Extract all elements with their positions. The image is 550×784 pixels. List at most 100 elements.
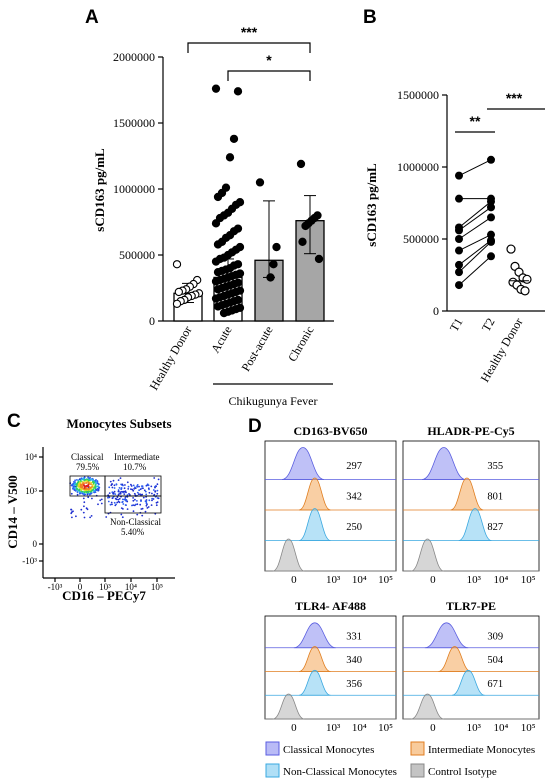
panel-c-event-dot [115, 503, 117, 506]
panel-c-event-dot [141, 514, 144, 517]
panel-a-y-tick-label: 0 [149, 314, 155, 328]
panel-c-event-dot [132, 504, 135, 506]
histogram-title: CD163-BV650 [294, 424, 368, 438]
panel-c-event-dot [136, 485, 138, 487]
panel-letter-d: D [248, 416, 262, 437]
histogram-curve [298, 477, 331, 511]
panel-c-event-dot [133, 486, 136, 489]
panel-b-point-t2 [487, 237, 495, 246]
panel-c-event-dot [128, 493, 130, 495]
panel-c-event-dot [73, 481, 75, 483]
gate-intermediate-name: Intermediate [114, 452, 159, 462]
panel-c-event-dot [74, 479, 76, 482]
panel-c-event-dot [84, 478, 87, 481]
panel-c-event-dot [94, 479, 97, 482]
panel-c-event-dot [107, 500, 110, 503]
panel-b-y-tick-label: 0 [433, 304, 439, 318]
panel-b-y-label: sCD163 pg/mL [364, 163, 379, 247]
panel-c-event-dot [136, 500, 138, 502]
panel-c-event-dot [156, 501, 159, 504]
panel-c-event-dot [91, 489, 93, 492]
histogram-x-tick-label: 10⁴ [352, 722, 367, 734]
panel-c-event-dot [87, 496, 90, 499]
panel-a-point [211, 294, 221, 303]
panel-c-event-dot [84, 488, 86, 491]
panel-c-x-label: CD16 – PECy7 [62, 588, 146, 603]
panel-c-event-dot [85, 481, 87, 484]
panel-c-event-dot [107, 494, 110, 496]
panel-c-event-dot [154, 490, 157, 492]
panel-c-event-dot [94, 485, 97, 488]
panel-b-point-hd [522, 274, 532, 284]
legend-swatch-nonclassical [265, 763, 280, 778]
panel-c-event-dot [136, 513, 139, 516]
histogram-curve [293, 622, 336, 649]
panel-c-event-dot [156, 489, 159, 492]
panel-c-event-dot [124, 484, 126, 486]
panel-c-y-label: CD14 – V500 [5, 475, 20, 548]
panel-c-event-dot [87, 485, 90, 487]
panel-c-event-dot [117, 489, 120, 491]
panel-c-event-dot [109, 503, 112, 506]
panel-letter-b: B [363, 7, 377, 28]
panel-c-event-dot [151, 499, 153, 502]
panel-c-event-dot [147, 484, 150, 487]
panel-a-point [269, 260, 278, 269]
histogram-mfi-value: 309 [487, 631, 503, 642]
panel-a-y-tick-label: 1500000 [113, 116, 155, 130]
panel-c-event-dot [96, 487, 99, 490]
panel-c-event-dot [117, 498, 120, 501]
gate-nonclassical-name: Non-Classical [110, 517, 161, 527]
histogram-curve [451, 669, 485, 696]
panel-c-event-dot [91, 485, 93, 488]
panel-c-event-dot [86, 508, 89, 511]
panel-a-point [213, 240, 223, 249]
histogram-x-tick-label: 0 [430, 722, 436, 734]
panel-c-event-dot [123, 493, 126, 495]
panel-c-event-dot [100, 498, 103, 501]
panel-c-event-dot [76, 488, 79, 490]
panel-c-event-dot [147, 506, 150, 508]
panel-b-point-hd [520, 286, 530, 296]
panel-c-event-dot [156, 483, 159, 486]
panel-c-event-dot [121, 516, 124, 519]
histogram-x-tick-label: 10⁵ [521, 574, 536, 586]
panel-c-event-dot [142, 487, 144, 490]
panel-c-event-dot [118, 487, 121, 489]
panel-c-event-dot [138, 485, 140, 488]
panel-c-event-dot [90, 481, 93, 484]
histogram-curve [272, 693, 305, 720]
panel-a-point [213, 268, 223, 277]
panel-c-event-dot [107, 496, 110, 499]
panel-c-event-dot [147, 487, 150, 490]
histogram-x-tick-label: 10⁵ [378, 722, 393, 734]
panel-b-y-tick-label: 500000 [403, 232, 439, 246]
panel-c-event-dot [110, 501, 113, 504]
panel-a-point [233, 87, 243, 96]
panel-c-event-dot [119, 492, 122, 495]
panel-c-event-dot [87, 481, 89, 484]
panel-a-y-tick-label: 500000 [119, 248, 155, 262]
panel-c-event-dot [93, 487, 95, 489]
histogram-mfi-value: 671 [487, 679, 503, 690]
panel-c-event-dot [96, 489, 99, 492]
panel-a-point [272, 242, 281, 252]
panel-a-point [298, 237, 307, 246]
panel-c-event-dot [132, 499, 135, 502]
panel-c-event-dot [90, 478, 93, 481]
histogram-curve [424, 622, 469, 649]
panel-c-event-dot [116, 501, 119, 504]
panel-b-pair-line [458, 234, 492, 251]
panel-c-event-dot [83, 516, 86, 519]
panel-a-sig-bracket [187, 42, 311, 53]
histogram-curve [458, 508, 492, 541]
gate-nonclassical-percent: 5.40% [121, 527, 145, 537]
panel-a-sig-bracket [227, 70, 311, 81]
panel-a-point [219, 308, 229, 318]
histogram-mfi-value: 250 [346, 522, 362, 533]
panel-b-point-t2 [487, 252, 495, 261]
panel-c-event-dot [148, 499, 151, 502]
histogram-x-tick-label: 10⁵ [378, 574, 393, 586]
panel-b-point-t1 [455, 246, 463, 255]
panel-b-point-t1 [455, 171, 463, 180]
